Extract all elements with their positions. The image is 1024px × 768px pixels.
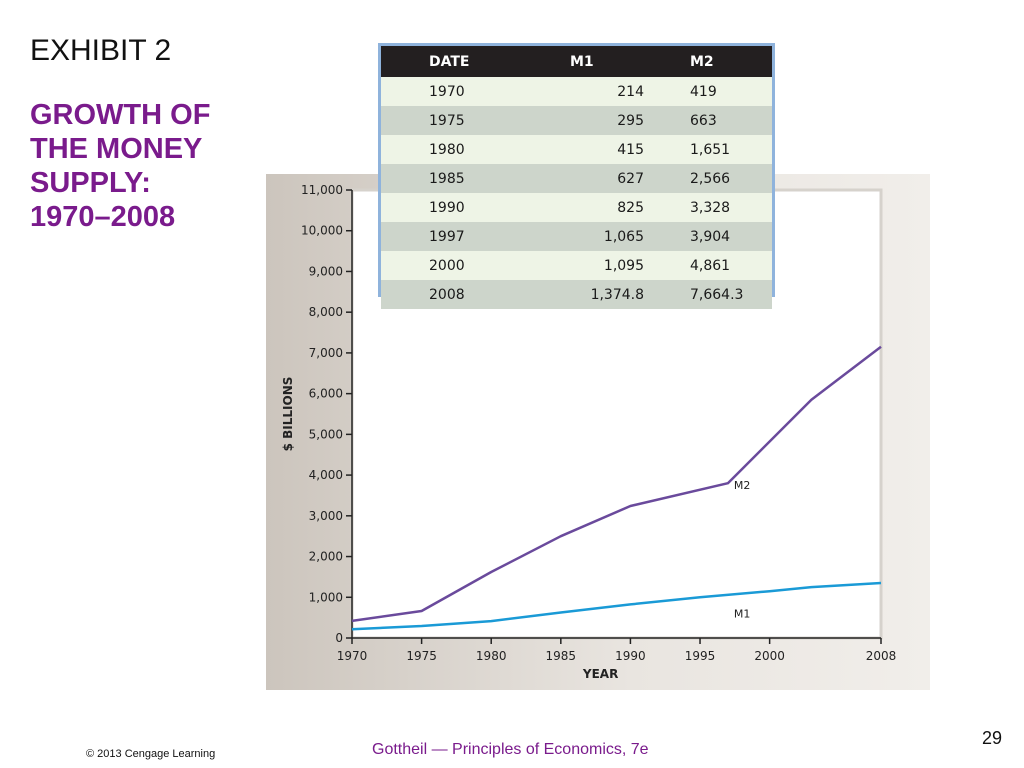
x-tick-label: 2008 (866, 649, 897, 663)
data-table: DATE M1 M2 1970 214 419 1975 295 663 198… (381, 46, 772, 309)
cell-m1: 295 (548, 106, 660, 135)
slide-title: GROWTH OF THE MONEY SUPPLY: 1970–2008 (30, 98, 270, 234)
series-line-m1 (351, 581, 882, 631)
x-tick-label: 1990 (615, 649, 646, 663)
x-tick-label: 1975 (406, 649, 437, 663)
title-line: 1970–2008 (30, 201, 176, 233)
cell-date: 1997 (381, 222, 548, 251)
y-tick-label: 6,000 (309, 387, 343, 401)
cell-m2: 3,328 (660, 193, 772, 222)
table-row: 2000 1,095 4,861 (381, 251, 772, 280)
y-tick-label: 5,000 (309, 427, 343, 441)
y-tick-label: 4,000 (309, 468, 343, 482)
copyright-notice: © 2013 Cengage Learning (86, 748, 216, 760)
cell-m1: 1,374.8 (548, 280, 660, 309)
cell-m1: 1,095 (548, 251, 660, 280)
cell-m2: 3,904 (660, 222, 772, 251)
y-tick-label: 8,000 (309, 305, 343, 319)
title-line: GROWTH OF (30, 99, 211, 131)
x-tick-label: 1970 (337, 649, 368, 663)
page-number: 29 (982, 728, 1003, 748)
cell-date: 1990 (381, 193, 548, 222)
header-date: DATE (381, 46, 548, 77)
title-line: THE MONEY (30, 133, 203, 165)
y-tick-label: 7,000 (309, 346, 343, 360)
x-axis-title: YEAR (582, 667, 618, 681)
title-line: SUPPLY: (30, 167, 151, 199)
cell-date: 1970 (381, 77, 548, 106)
y-tick-label: 0 (335, 631, 343, 645)
table-row: 1985 627 2,566 (381, 164, 772, 193)
money-supply-table: DATE M1 M2 1970 214 419 1975 295 663 198… (378, 43, 775, 309)
cell-date: 1975 (381, 106, 548, 135)
header-m1: M1 (548, 46, 660, 77)
x-tick-label: 1985 (546, 649, 577, 663)
x-tick-label: 1980 (476, 649, 507, 663)
table-row: 1980 415 1,651 (381, 135, 772, 164)
source-citation: Gottheil — Principles of Economics, 7e (372, 741, 649, 758)
cell-m1: 214 (548, 77, 660, 106)
cell-date: 2008 (381, 280, 548, 309)
cell-m1: 1,065 (548, 222, 660, 251)
y-tick-label: 11,000 (301, 183, 343, 197)
cell-m1: 627 (548, 164, 660, 193)
exhibit-label: EXHIBIT 2 (30, 34, 172, 67)
cell-m2: 7,664.3 (660, 280, 772, 309)
table-row: 2008 1,374.8 7,664.3 (381, 280, 772, 309)
header-m2: M2 (660, 46, 772, 77)
x-tick-label: 1995 (685, 649, 716, 663)
y-tick-label: 9,000 (309, 264, 343, 278)
series-label-m1: M1 (734, 607, 751, 620)
cell-date: 1980 (381, 135, 548, 164)
series-line-m2 (351, 345, 882, 623)
cell-m1: 415 (548, 135, 660, 164)
y-tick-label: 2,000 (309, 550, 343, 564)
x-tick-label: 2000 (754, 649, 785, 663)
cell-date: 1985 (381, 164, 548, 193)
series-label-m2: M2 (734, 479, 751, 492)
cell-m2: 2,566 (660, 164, 772, 193)
y-tick-label: 3,000 (309, 509, 343, 523)
cell-m2: 4,861 (660, 251, 772, 280)
cell-m1: 825 (548, 193, 660, 222)
cell-m2: 663 (660, 106, 772, 135)
cell-date: 2000 (381, 251, 548, 280)
table-row: 1997 1,065 3,904 (381, 222, 772, 251)
y-axis-title: $ BILLIONS (281, 377, 295, 452)
table-row: 1975 295 663 (381, 106, 772, 135)
y-tick-label: 10,000 (301, 224, 343, 238)
table-header-row: DATE M1 M2 (381, 46, 772, 77)
table-row: 1990 825 3,328 (381, 193, 772, 222)
cell-m2: 1,651 (660, 135, 772, 164)
y-tick-label: 1,000 (309, 590, 343, 604)
cell-m2: 419 (660, 77, 772, 106)
table-row: 1970 214 419 (381, 77, 772, 106)
